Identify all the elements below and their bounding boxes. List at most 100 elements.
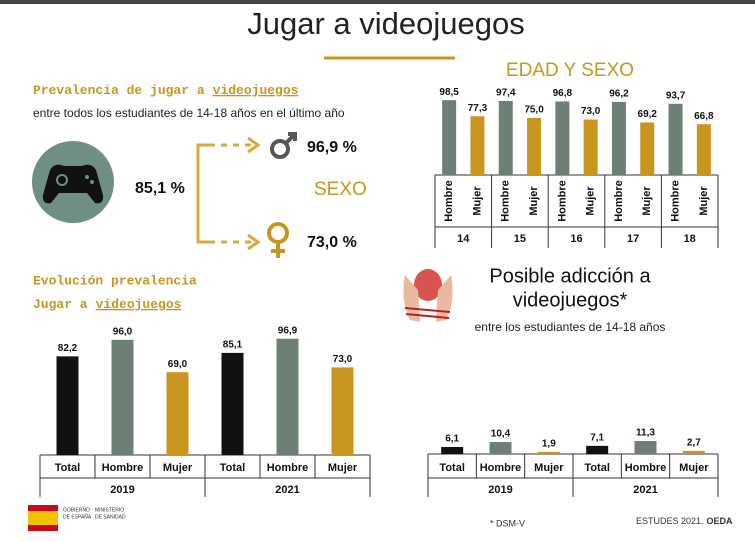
bar — [470, 116, 485, 175]
arrow-head — [247, 233, 261, 251]
bar — [527, 118, 542, 175]
series-label: Hombre — [613, 180, 625, 222]
series-label: Hombre — [500, 180, 512, 222]
value-label: 97,4 — [496, 88, 516, 99]
series-label: Total — [55, 462, 80, 474]
sexo-label: SEXO — [314, 179, 367, 200]
subtitle-emph: videojuegos — [96, 297, 182, 312]
bar — [586, 445, 609, 454]
source-emph: OEDA — [707, 516, 734, 526]
value-label: 93,7 — [666, 90, 686, 101]
bar — [682, 450, 705, 454]
series-label: Mujer — [585, 186, 597, 216]
series-label: Hombre — [669, 180, 681, 222]
top-bar — [0, 0, 755, 4]
prevalence-heading: Prevalencia de jugar a videojuegos — [33, 83, 299, 98]
hands-icon — [403, 269, 453, 322]
bar — [221, 352, 244, 455]
bar — [331, 367, 354, 455]
female-symbol — [267, 222, 289, 244]
heading-part: Prevalencia de jugar a — [33, 83, 205, 98]
series-label: Mujer — [698, 186, 710, 216]
value-label: 96,8 — [553, 88, 573, 99]
series-label: Mujer — [328, 462, 358, 474]
series-label: Total — [439, 462, 464, 474]
bar — [640, 122, 655, 175]
source: ESTUDES 2021. OEDA — [636, 516, 733, 526]
logo-text: DE SANIDAD — [95, 514, 126, 520]
category-label: 15 — [514, 233, 526, 245]
category-label: 2019 — [110, 484, 134, 496]
bar — [668, 103, 683, 175]
value-label: 73,0 — [333, 354, 353, 365]
series-label: Total — [220, 462, 245, 474]
series-label: Mujer — [471, 186, 483, 216]
category-label: 2021 — [633, 484, 657, 496]
series-label: Hombre — [625, 462, 667, 474]
gamepad-button — [90, 180, 94, 184]
value-label: 6,1 — [445, 434, 459, 445]
heading-emph: videojuegos — [213, 83, 299, 98]
value-label: 73,0 — [581, 106, 601, 117]
logo-text: DE ESPAÑA — [63, 513, 92, 520]
chart-title: Evolución prevalencia — [33, 273, 197, 288]
series-label: Mujer — [163, 462, 193, 474]
bar — [166, 372, 189, 455]
series-label: Hombre — [443, 180, 455, 222]
bar — [696, 124, 711, 175]
prevalence-male: 96,9 % — [307, 139, 357, 156]
series-label: Hombre — [556, 180, 568, 222]
gamepad-red — [414, 269, 442, 301]
bar — [111, 339, 134, 455]
category-label: 18 — [684, 233, 696, 245]
category-label: 16 — [570, 233, 582, 245]
value-label: 2,7 — [687, 438, 701, 449]
series-label: Mujer — [641, 186, 653, 216]
value-label: 69,2 — [638, 109, 658, 120]
category-label: 14 — [457, 233, 470, 245]
logo-flag — [28, 525, 58, 531]
page-title: Jugar a videojuegos — [247, 6, 524, 41]
logo-flag — [28, 505, 58, 511]
value-label: 96,9 — [278, 325, 298, 336]
series-label: Mujer — [534, 462, 564, 474]
gamepad-button — [85, 175, 89, 179]
gamepad-stick — [56, 174, 68, 186]
value-label: 1,9 — [542, 438, 556, 449]
value-label: 82,2 — [58, 343, 78, 354]
prevalence-subtitle: entre todos los estudiantes de 14-18 año… — [33, 106, 345, 120]
bar — [611, 101, 626, 175]
source-part: ESTUDES 2021. — [636, 516, 704, 526]
category-label: 17 — [627, 233, 639, 245]
male-symbol — [270, 139, 290, 159]
value-label: 96,2 — [609, 89, 629, 100]
category-label: 2019 — [488, 484, 512, 496]
rope — [404, 307, 451, 319]
bar — [442, 100, 457, 175]
value-label: 10,4 — [491, 429, 511, 440]
male-arrow — [284, 132, 297, 145]
bar — [634, 441, 657, 454]
footnote: * DSM-V — [490, 518, 525, 528]
bracket — [196, 143, 255, 244]
hand — [403, 275, 420, 322]
chart-subtitle: entre los estudiantes de 14-18 años — [475, 320, 666, 334]
category-label: 2021 — [275, 484, 299, 496]
value-label: 98,5 — [439, 87, 459, 98]
series-label: Hombre — [267, 462, 309, 474]
chart-title: Posible adicción a — [489, 265, 651, 287]
chart-title: videojuegos* — [513, 289, 628, 311]
value-label: 75,0 — [524, 105, 544, 116]
bar — [441, 446, 464, 454]
series-label: Mujer — [528, 186, 540, 216]
chart-subtitle: Jugar a videojuegos — [33, 297, 182, 312]
prevalence-total: 85,1 % — [135, 180, 185, 197]
prevalence-female: 73,0 % — [307, 234, 357, 251]
value-label: 96,0 — [113, 326, 133, 337]
series-label: Mujer — [679, 462, 709, 474]
series-label: Hombre — [480, 462, 522, 474]
chart-title: EDAD Y SEXO — [506, 60, 634, 81]
bar — [537, 451, 560, 454]
value-label: 66,8 — [694, 111, 714, 122]
bar — [276, 338, 299, 455]
